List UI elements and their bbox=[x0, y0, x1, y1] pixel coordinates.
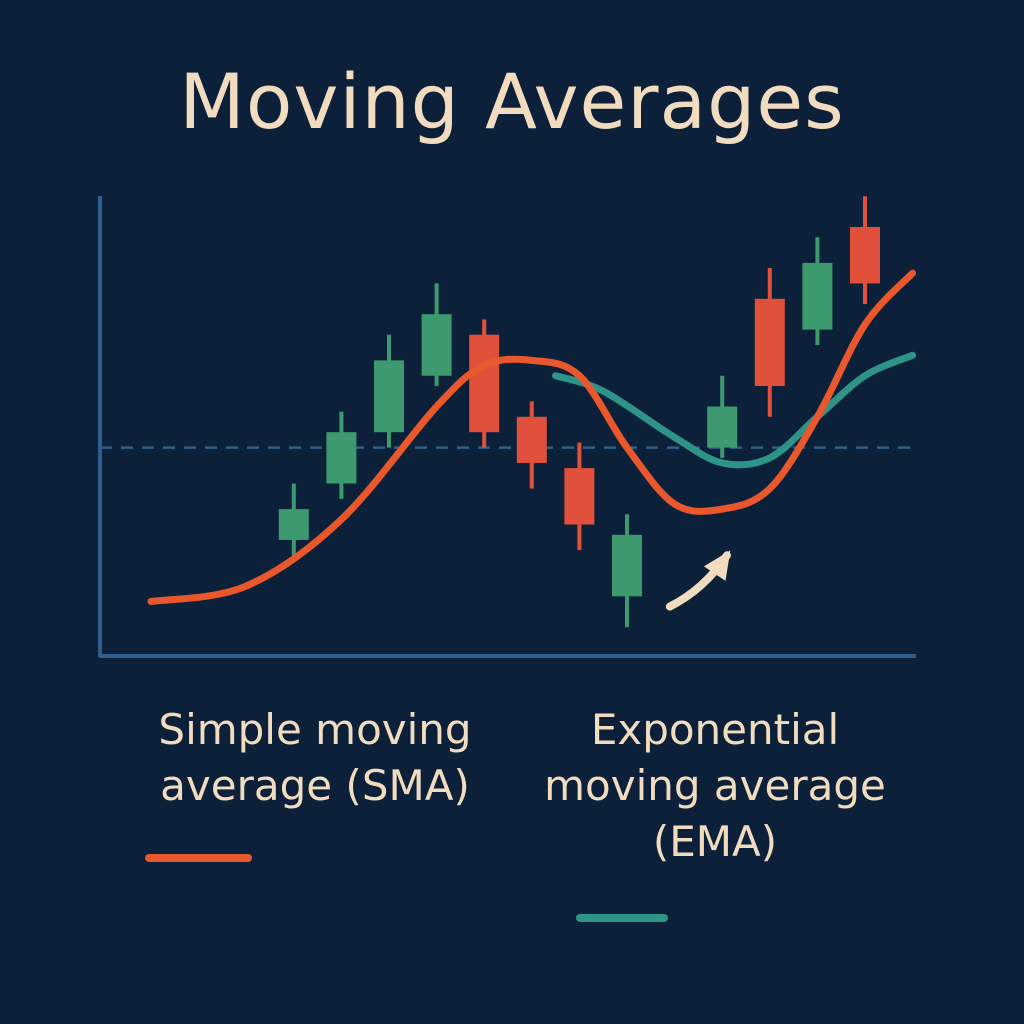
candlestick bbox=[612, 514, 642, 628]
candle-body bbox=[754, 298, 785, 387]
candle-body bbox=[707, 406, 738, 448]
candle-body bbox=[612, 534, 642, 597]
candle-body bbox=[516, 416, 547, 463]
candle-body bbox=[850, 226, 880, 284]
candlestick bbox=[421, 283, 452, 387]
candle-body bbox=[278, 509, 309, 540]
candle-body bbox=[802, 262, 833, 330]
ema-line bbox=[552, 351, 917, 469]
candle-body bbox=[421, 314, 452, 376]
candlestick bbox=[564, 442, 595, 551]
sma-line bbox=[147, 269, 917, 605]
candlestick bbox=[754, 268, 785, 417]
candle-body bbox=[564, 468, 595, 525]
candle-body bbox=[469, 334, 500, 433]
candlestick bbox=[278, 483, 309, 561]
candlestick bbox=[707, 375, 738, 458]
legend-sma-label: Simple moving average (SMA) bbox=[158, 705, 472, 810]
candlestick bbox=[469, 319, 500, 448]
candlestick bbox=[326, 411, 357, 499]
candlestick bbox=[802, 237, 833, 345]
annotation-arrow bbox=[665, 550, 731, 611]
legend-ema-label: Exponential moving average (EMA) bbox=[544, 705, 886, 866]
chart-title: Moving Averages bbox=[179, 57, 845, 146]
candlestick bbox=[374, 334, 404, 448]
candlestick bbox=[516, 401, 547, 489]
candlestick bbox=[850, 196, 880, 304]
arrow-head bbox=[703, 550, 731, 581]
candle-body bbox=[326, 432, 357, 484]
candle-body bbox=[374, 360, 404, 433]
